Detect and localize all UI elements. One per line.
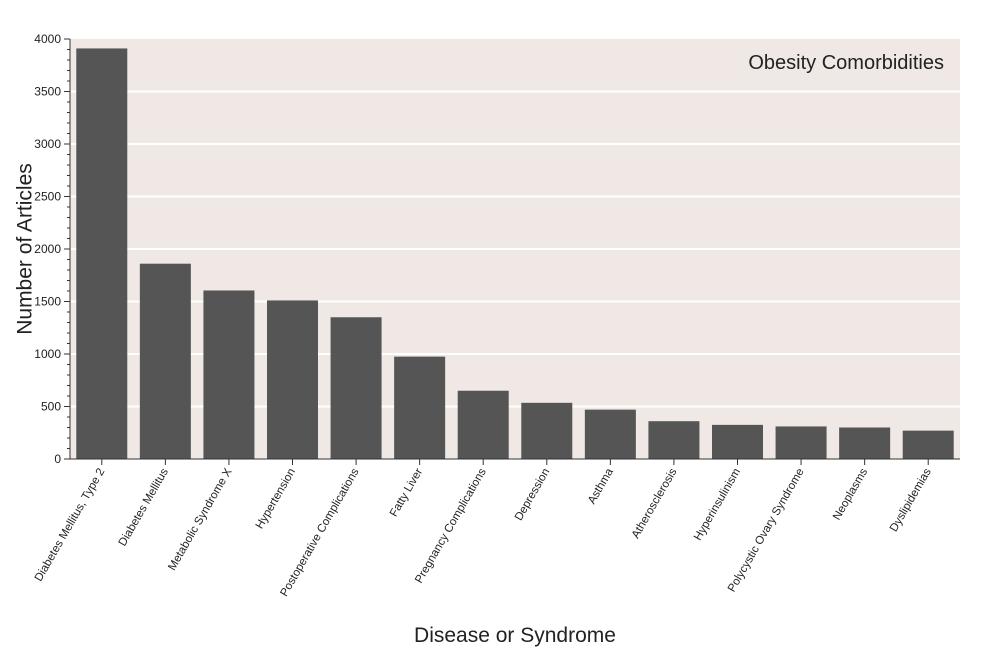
bar xyxy=(203,290,255,459)
y-tick-label: 0 xyxy=(54,452,61,466)
bar xyxy=(521,402,573,459)
bar xyxy=(648,421,700,459)
x-axis-title: Disease or Syndrome xyxy=(414,624,616,647)
bar xyxy=(139,263,191,459)
bar xyxy=(457,390,509,459)
x-ticks: Diabetes Mellitus, Type 2 Diabetes Mellit… xyxy=(33,459,934,599)
chart-title: Obesity Comorbidities xyxy=(748,52,944,74)
y-tick-label: 3000 xyxy=(34,137,61,151)
y-tick-label: 2000 xyxy=(34,242,61,256)
bar xyxy=(712,424,763,459)
x-tick-label: Metabolic Syndrome X xyxy=(166,466,234,572)
x-tick-label: Polycystic Ovary Syndrome xyxy=(726,467,807,595)
x-tick-label: Neoplasms xyxy=(831,466,870,522)
x-tick-label: Diabetes Mellitus, Type 2 xyxy=(33,467,108,584)
y-tick-label: 1000 xyxy=(34,347,61,361)
x-tick-label: Atherosclerosis xyxy=(630,466,680,540)
bar xyxy=(76,48,128,459)
x-tick-label: Hypertension xyxy=(254,467,298,532)
bar xyxy=(902,430,954,459)
y-tick-label: 1500 xyxy=(34,295,61,309)
y-axis-title: Number of Articles xyxy=(13,163,36,335)
bar xyxy=(330,317,382,459)
y-tick-label: 500 xyxy=(41,400,61,414)
x-tick-label: Hyperinsulinism xyxy=(692,467,743,543)
x-tick-label: Dyslipidemias xyxy=(888,466,934,534)
bar xyxy=(267,300,318,459)
bar xyxy=(584,409,636,459)
y-tick-label: 4000 xyxy=(34,32,61,46)
x-tick-label: Postoperative Complications xyxy=(278,466,361,598)
y-tick-label: 3500 xyxy=(34,85,61,99)
x-tick-label: Depression xyxy=(513,467,552,523)
y-tick-label: 2500 xyxy=(34,190,61,204)
bar xyxy=(775,426,827,459)
x-tick-label: Fatty Liver xyxy=(388,466,425,519)
bar xyxy=(394,356,446,459)
x-tick-label: Diabetes Mellitus xyxy=(117,466,171,548)
y-ticks: 0 500 1000 1500 2000 2500 3000 3500 4000 xyxy=(34,32,70,466)
x-tick-label: Asthma xyxy=(586,466,616,506)
bars xyxy=(76,48,954,459)
x-tick-label: Pregnancy Complications xyxy=(413,466,489,585)
bar xyxy=(839,427,891,459)
